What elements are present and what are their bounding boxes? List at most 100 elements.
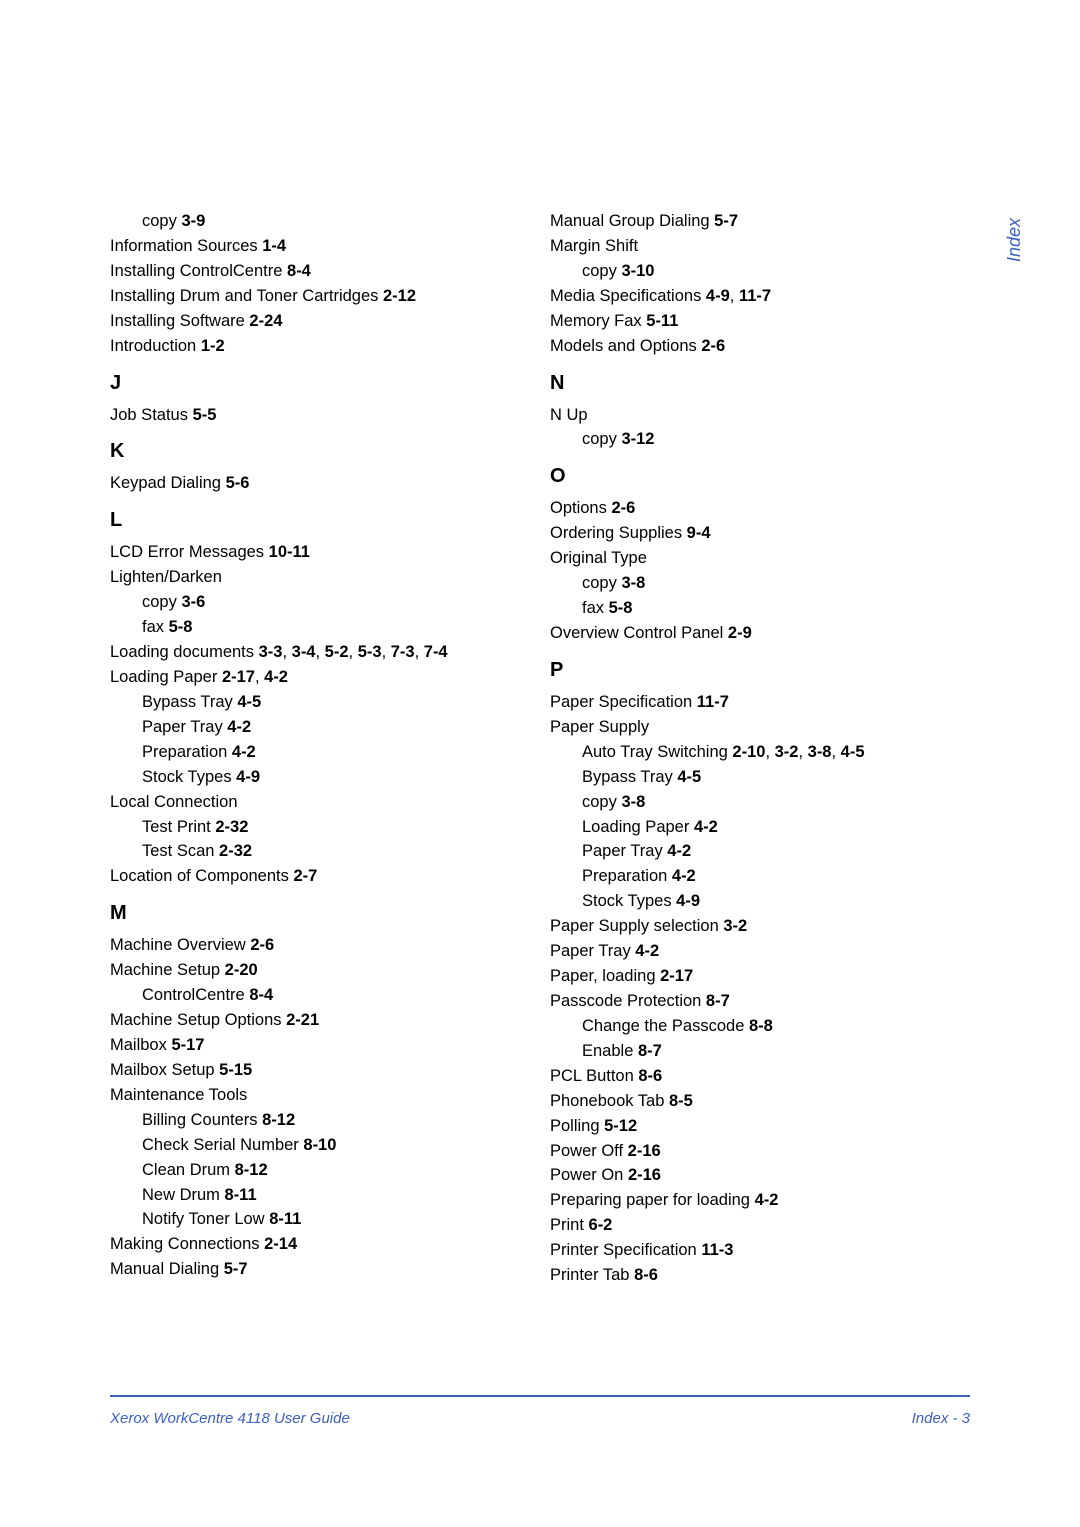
- index-page-ref: 11-7: [739, 287, 771, 305]
- index-entry-label: Paper Tray: [582, 842, 667, 860]
- index-subentry: copy 3-10: [582, 260, 970, 284]
- index-section-letter: K: [110, 437, 530, 466]
- index-entry: Paper Tray 4-2: [550, 940, 970, 964]
- index-entry: LCD Error Messages 10-11: [110, 541, 530, 565]
- index-entry-label: copy: [142, 212, 181, 230]
- index-subentry: fax 5-8: [142, 616, 530, 640]
- index-section-letter: M: [110, 899, 530, 928]
- index-entry-label: Job Status: [110, 406, 193, 424]
- index-subentry: Billing Counters 8-12: [142, 1109, 530, 1133]
- index-subentry: Preparation 4-2: [142, 741, 530, 765]
- index-entry: Introduction 1-2: [110, 335, 530, 359]
- index-section-letter: N: [550, 369, 970, 398]
- index-entry: Print 6-2: [550, 1214, 970, 1238]
- index-entry: Job Status 5-5: [110, 404, 530, 428]
- index-entry-label: Printer Tab: [550, 1266, 634, 1284]
- index-entry: Models and Options 2-6: [550, 335, 970, 359]
- index-entry: Location of Components 2-7: [110, 865, 530, 889]
- index-entry: Local Connection: [110, 791, 530, 815]
- index-entry: Ordering Supplies 9-4: [550, 522, 970, 546]
- index-entry-label: Models and Options: [550, 337, 701, 355]
- index-section-letter: L: [110, 506, 530, 535]
- index-page-ref: 2-16: [628, 1166, 661, 1184]
- index-entry-label: Paper Tray: [550, 942, 635, 960]
- index-entry: Installing ControlCentre 8-4: [110, 260, 530, 284]
- index-entry-label: Bypass Tray: [142, 693, 237, 711]
- index-page-ref: 5-12: [604, 1117, 637, 1135]
- index-entry-label: Margin Shift: [550, 237, 638, 255]
- index-page-ref: 4-5: [677, 768, 701, 786]
- index-entry: Loading Paper 2-17, 4-2: [110, 666, 530, 690]
- index-entry-label: Installing Software: [110, 312, 249, 330]
- index-page-ref: 5-8: [609, 599, 633, 617]
- index-entry: Maintenance Tools: [110, 1084, 530, 1108]
- index-subentry: Clean Drum 8-12: [142, 1159, 530, 1183]
- index-page-ref: 2-17: [660, 967, 693, 985]
- index-entry: Paper Specification 11-7: [550, 691, 970, 715]
- index-entry: Installing Drum and Toner Cartridges 2-1…: [110, 285, 530, 309]
- index-entry-label: Power Off: [550, 1142, 628, 1160]
- index-entry-label: LCD Error Messages: [110, 543, 269, 561]
- index-subentry: Preparation 4-2: [582, 865, 970, 889]
- index-entry: Paper Supply selection 3-2: [550, 915, 970, 939]
- index-section-letter: J: [110, 369, 530, 398]
- index-page-ref: 2-9: [728, 624, 752, 642]
- index-entry: Original Type: [550, 547, 970, 571]
- index-entry-label: Polling: [550, 1117, 604, 1135]
- index-page-ref: 5-5: [193, 406, 217, 424]
- index-section-letter: P: [550, 656, 970, 685]
- index-subentry: copy 3-9: [142, 210, 530, 234]
- index-subentry: copy 3-6: [142, 591, 530, 615]
- index-page-ref: 4-2: [635, 942, 659, 960]
- index-page-ref: 3-4: [292, 643, 316, 661]
- index-page-ref: 4-2: [672, 867, 696, 885]
- index-page-ref: 2-6: [611, 499, 635, 517]
- index-subentry: copy 3-12: [582, 428, 970, 452]
- index-subentry: ControlCentre 8-4: [142, 984, 530, 1008]
- index-entry: Lighten/Darken: [110, 566, 530, 590]
- index-page-ref: 4-2: [264, 668, 288, 686]
- index-entry: Overview Control Panel 2-9: [550, 622, 970, 646]
- index-entry-label: N Up: [550, 406, 588, 424]
- index-page-ref: 5-6: [226, 474, 250, 492]
- index-page-ref: 5-8: [169, 618, 193, 636]
- index-entry-label: Stock Types: [142, 768, 236, 786]
- index-entry-label: Billing Counters: [142, 1111, 262, 1129]
- index-page-ref: 11-7: [697, 693, 729, 711]
- index-page-ref: 2-12: [383, 287, 416, 305]
- index-entry: Printer Specification 11-3: [550, 1239, 970, 1263]
- index-entry: Passcode Protection 8-7: [550, 990, 970, 1014]
- index-entry-label: Paper Supply: [550, 718, 649, 736]
- index-page-ref: 1-4: [262, 237, 286, 255]
- index-page-ref: 4-2: [755, 1191, 779, 1209]
- index-subentry: Bypass Tray 4-5: [142, 691, 530, 715]
- index-page-ref: 8-12: [262, 1111, 295, 1129]
- index-page-ref: 2-7: [293, 867, 317, 885]
- index-page-ref: 8-11: [225, 1186, 257, 1204]
- index-entry-label: New Drum: [142, 1186, 225, 1204]
- index-entry-label: Bypass Tray: [582, 768, 677, 786]
- index-entry: Preparing paper for loading 4-2: [550, 1189, 970, 1213]
- index-page-ref: 7-3: [391, 643, 415, 661]
- footer-left: Xerox WorkCentre 4118 User Guide: [110, 1410, 350, 1427]
- index-page-ref: 3-2: [775, 743, 799, 761]
- index-entry-label: Mailbox Setup: [110, 1061, 219, 1079]
- index-page-ref: 3-12: [621, 430, 654, 448]
- index-entry: Options 2-6: [550, 497, 970, 521]
- index-entry: Keypad Dialing 5-6: [110, 472, 530, 496]
- index-entry-label: Installing ControlCentre: [110, 262, 287, 280]
- index-subentry: Bypass Tray 4-5: [582, 766, 970, 790]
- index-entry-label: Printer Specification: [550, 1241, 701, 1259]
- index-subentry: Notify Toner Low 8-11: [142, 1208, 530, 1232]
- index-entry-label: fax: [582, 599, 609, 617]
- index-entry: N Up: [550, 404, 970, 428]
- index-entry-label: Preparation: [142, 743, 232, 761]
- index-entry-label: Print: [550, 1216, 589, 1234]
- index-left-column: copy 3-9Information Sources 1-4Installin…: [110, 210, 530, 1289]
- footer-rule: [110, 1395, 970, 1397]
- index-entry-label: Overview Control Panel: [550, 624, 728, 642]
- index-entry: Manual Dialing 5-7: [110, 1258, 530, 1282]
- index-page-ref: 4-9: [676, 892, 700, 910]
- index-entry-label: Lighten/Darken: [110, 568, 222, 586]
- index-page-ref: 8-7: [706, 992, 730, 1010]
